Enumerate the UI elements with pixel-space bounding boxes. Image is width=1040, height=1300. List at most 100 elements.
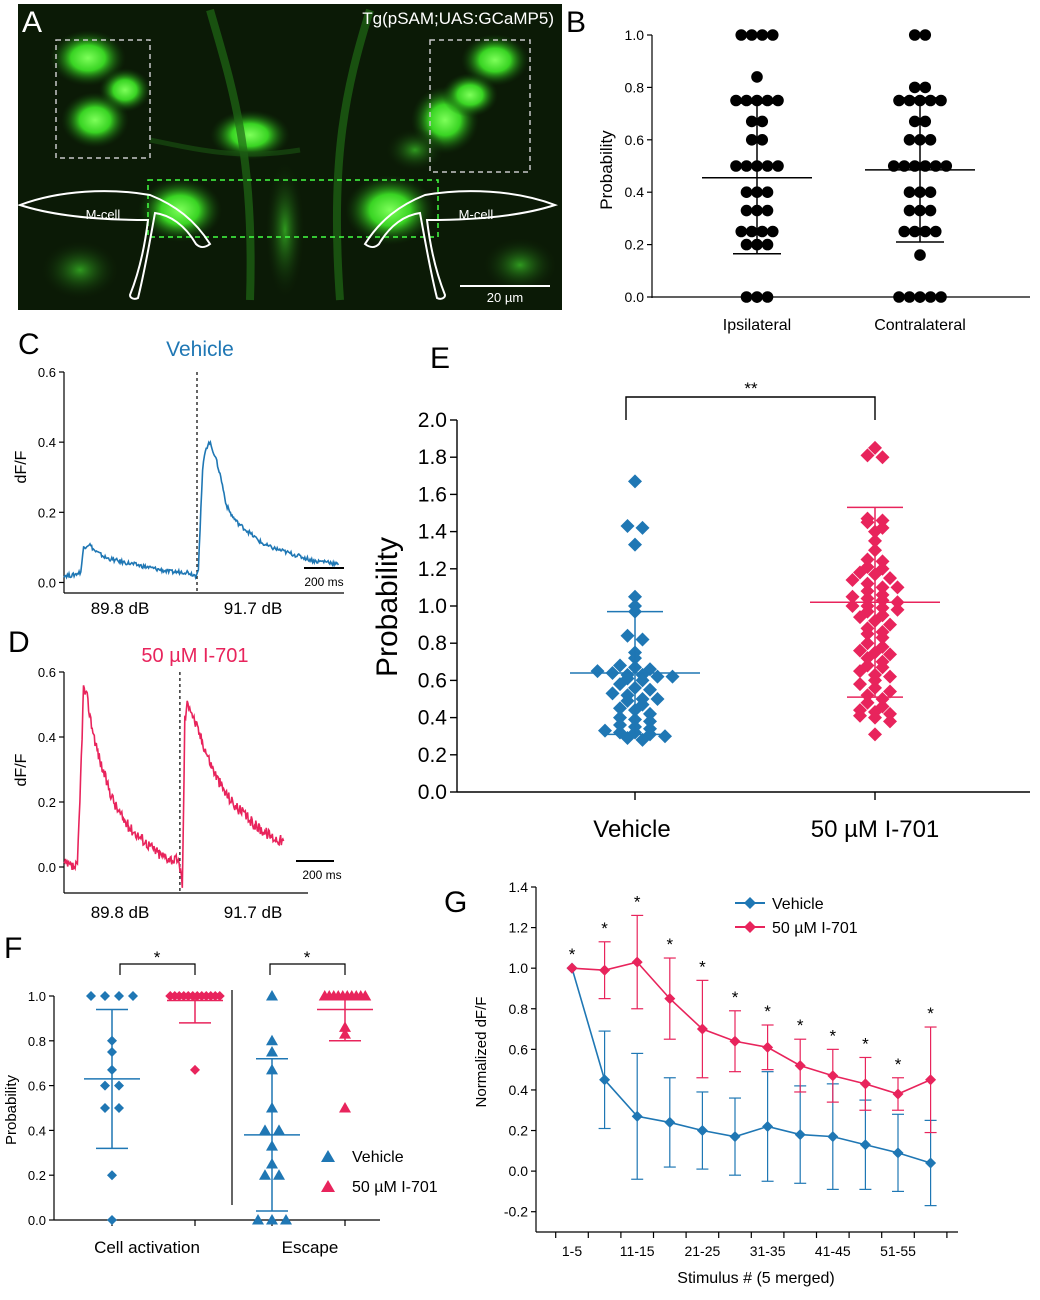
roi-box-center bbox=[147, 179, 439, 238]
panel-e-y-tick-label: 1.6 bbox=[418, 483, 447, 506]
panel-g-significance-star: * bbox=[732, 988, 739, 1007]
panel-g-point bbox=[794, 1129, 806, 1141]
m-cell-outline-left bbox=[16, 190, 212, 300]
panel-b-y-tick-label: 0.0 bbox=[625, 289, 645, 305]
panel-e-point bbox=[643, 714, 657, 729]
panel-b-point bbox=[740, 238, 753, 251]
panel-e-point bbox=[635, 732, 650, 747]
panel-e-ylabel: Probability bbox=[371, 537, 404, 677]
trace-c-right-label: 91.7 dB bbox=[224, 599, 283, 618]
panel-b-point bbox=[898, 160, 911, 172]
panel-g-legend-vehicle: Vehicle bbox=[772, 896, 824, 913]
trace-d-ylabel: dF/F bbox=[13, 753, 30, 786]
panel-f-y-tick-label: 0.4 bbox=[28, 1123, 46, 1138]
panel-g-significance-star: * bbox=[634, 892, 641, 911]
panel-g-x-tick-label: 11-15 bbox=[620, 1243, 655, 1259]
panel-e-point bbox=[853, 643, 867, 658]
panel-g-ylabel: Normalized dF/F bbox=[473, 997, 490, 1108]
panel-e-point bbox=[643, 682, 657, 697]
panel-b-point bbox=[745, 115, 758, 128]
panel-f-point bbox=[280, 1214, 292, 1225]
panel-f-bracket-cell bbox=[119, 963, 196, 975]
panel-b-point bbox=[745, 134, 758, 146]
panel-f-significance-cell: * bbox=[154, 948, 161, 967]
panel-b-point bbox=[887, 160, 900, 172]
panel-b-y-tick-label: 0.4 bbox=[625, 184, 645, 200]
panel-g-significance-star: * bbox=[829, 1026, 836, 1045]
panel-f-point bbox=[273, 1124, 285, 1135]
panel-b-point bbox=[908, 225, 921, 238]
panel-g-significance-star: * bbox=[927, 1004, 934, 1023]
panel-g-point bbox=[599, 964, 611, 976]
panel-b-ylabel: Probability bbox=[597, 130, 616, 210]
panel-b-point bbox=[935, 291, 947, 303]
panel-f-point bbox=[339, 1102, 351, 1113]
panel-b: B Probability 0.0 0.2 0.4 0.6 0.8 1.0 Ipsilat… bbox=[566, 6, 1030, 334]
panel-b-point bbox=[756, 115, 769, 128]
panel-e-point bbox=[875, 580, 890, 595]
panel-label-c: C bbox=[18, 328, 40, 361]
panel-f-bracket-escape bbox=[269, 963, 346, 975]
panel-g-significance-star: * bbox=[797, 1016, 804, 1035]
panel-g-x-tick-label: 31-35 bbox=[750, 1243, 786, 1259]
panel-f-point bbox=[107, 1215, 117, 1225]
panel-b-y-tick-label: 1.0 bbox=[625, 27, 645, 43]
panel-g-x-tick-label: 1-5 bbox=[562, 1243, 582, 1259]
panel-e-point bbox=[883, 714, 897, 729]
panel-g-point bbox=[794, 1060, 806, 1072]
panel-f-point bbox=[266, 1214, 278, 1225]
panel-e-point bbox=[628, 474, 642, 489]
panel-b-point bbox=[745, 29, 758, 41]
panel-g-point bbox=[696, 1023, 708, 1035]
panel-e-point bbox=[875, 692, 890, 706]
roi-box-left bbox=[55, 39, 151, 159]
panel-b-point bbox=[919, 115, 932, 128]
panel-g-point bbox=[859, 1139, 871, 1151]
panel-b-point bbox=[730, 94, 742, 107]
panel-b-category-ipsilateral: Ipsilateral bbox=[723, 317, 791, 334]
panel-e-y-tick-label: 0.0 bbox=[418, 781, 447, 804]
panel-e-point bbox=[613, 701, 627, 716]
trace-d-trace-line bbox=[63, 685, 285, 888]
panel-b-point bbox=[898, 225, 911, 238]
trace-c-plot: 0.6 0.4 0.2 0.0 bbox=[38, 365, 344, 594]
panel-b-point bbox=[908, 81, 921, 94]
panel-b-point bbox=[745, 225, 758, 238]
panel-f-point bbox=[252, 1214, 264, 1225]
panel-f-plot: 0.0 0.2 0.4 0.6 0.8 1.0 bbox=[28, 963, 380, 1228]
panel-d: D 50 µM I-701 dF/F 0.60.40.20.0 89.8 dB … bbox=[8, 626, 342, 922]
panel-e-point bbox=[875, 513, 890, 528]
panel-e-y-tick-label: 1.2 bbox=[418, 558, 447, 581]
panel-g-point bbox=[631, 956, 643, 968]
panel-b-point bbox=[740, 160, 753, 172]
panel-g-point bbox=[664, 993, 676, 1005]
panel-b-point bbox=[924, 134, 937, 146]
panel-f-point bbox=[128, 991, 138, 1001]
panel-g-point bbox=[729, 1035, 741, 1047]
panel-b-point bbox=[735, 29, 748, 41]
panel-g-significance-star: * bbox=[569, 945, 576, 964]
panel-e-plot: 0.0 0.2 0.4 0.6 0.8 1.0 1.2 1.4 1.6 1.8 2.0 bbox=[418, 396, 1030, 804]
panel-f: F Probability 0.0 0.2 0.4 0.6 0.8 1.0 Cell ac… bbox=[3, 932, 438, 1257]
panel-f-point bbox=[273, 1169, 285, 1180]
panel-b-point bbox=[756, 29, 769, 41]
panel-f-point bbox=[266, 1034, 278, 1046]
panel-e-point bbox=[635, 632, 650, 647]
panel-e-point bbox=[620, 519, 635, 534]
panel-f-point bbox=[259, 1169, 271, 1180]
panel-b-point bbox=[903, 186, 916, 198]
panel-b-point bbox=[903, 204, 916, 217]
panel-g-significance-star: * bbox=[666, 935, 673, 954]
panel-e-point bbox=[860, 552, 875, 567]
panel-e-significance: ** bbox=[744, 379, 758, 398]
panel-g-point bbox=[664, 1116, 676, 1128]
panel-e-y-tick-label: 1.4 bbox=[418, 521, 448, 544]
panel-b-point bbox=[903, 134, 916, 146]
panel-g-y-tick-label: 0.0 bbox=[509, 1163, 529, 1179]
panel-g-y-tick-label: 1.2 bbox=[509, 920, 529, 936]
panel-e-point bbox=[875, 630, 890, 645]
panel-e-point bbox=[853, 708, 867, 723]
panel-e-point bbox=[868, 710, 882, 725]
panel-f-category-escape: Escape bbox=[282, 1238, 339, 1257]
panel-f-legend-vehicle-marker bbox=[321, 1150, 335, 1162]
